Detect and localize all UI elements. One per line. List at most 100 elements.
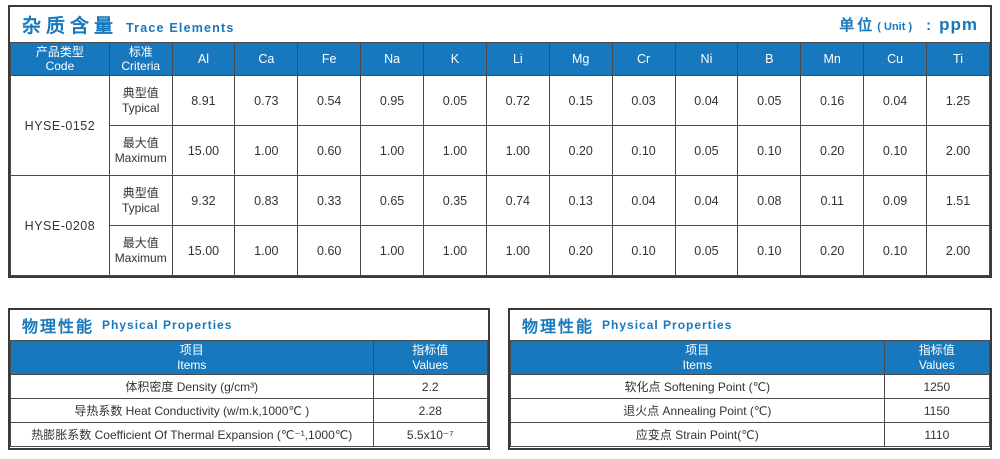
value-cell: 0.20 (800, 125, 865, 176)
property-row: 应变点 Strain Point(℃) 1110 (510, 422, 991, 447)
value-cell: 0.08 (737, 175, 802, 226)
value-cell: 0.16 (800, 75, 865, 126)
column-header-element: K (423, 42, 487, 76)
column-header-element: Na (360, 42, 425, 76)
value-cell: 0.72 (485, 75, 550, 126)
property-row: 热膨胀系数 Coefficient Of Thermal Expansion (… (10, 422, 489, 447)
unit-zh: 单位 (839, 17, 876, 34)
value-cell: 2.00 (926, 225, 990, 276)
property-row: 导热系数 Heat Conductivity (w/m.k,1000℃ ) 2.… (10, 398, 489, 423)
section-title-en: Physical Properties (602, 318, 733, 332)
property-value-cell: 5.5x10⁻⁷ (372, 422, 489, 447)
property-row: 体积密度 Density (g/cm³) 2.2 (10, 374, 489, 399)
section-title-en: Trace Elements (126, 21, 235, 35)
value-cell: 0.10 (737, 125, 802, 176)
value-cell: 0.73 (234, 75, 299, 126)
section-title-zh: 杂质含量 (22, 16, 119, 37)
value-cell: 0.10 (863, 125, 928, 176)
column-header-element: Ni (674, 42, 739, 76)
value-cell: 1.00 (485, 225, 550, 276)
value-cell: 15.00 (171, 225, 236, 276)
property-row: 软化点 Softening Point (℃) 1250 (510, 374, 991, 399)
value-cell: 0.20 (800, 225, 865, 276)
column-header-element: B (737, 42, 802, 76)
value-cell: 0.04 (611, 175, 676, 226)
unit-value: ppm (939, 15, 978, 34)
product-code-cell: HYSE-0152 (10, 75, 110, 176)
product-code-cell: HYSE-0208 (10, 175, 110, 276)
value-cell: 0.54 (297, 75, 362, 126)
property-item-cell: 导热系数 Heat Conductivity (w/m.k,1000℃ ) (10, 398, 374, 423)
table-row: 最大值 Maximum 15.00 1.00 0.60 1.00 1.00 1.0… (11, 125, 990, 176)
value-cell: 15.00 (171, 125, 236, 176)
property-value-cell: 1150 (883, 398, 991, 423)
section-title-zh: 物理性能 (522, 319, 595, 336)
value-cell: 0.04 (863, 75, 928, 126)
value-cell: 8.91 (171, 75, 236, 126)
section-title-en: Physical Properties (102, 318, 233, 332)
value-cell: 0.03 (611, 75, 676, 126)
value-cell: 0.09 (863, 175, 928, 226)
value-cell: 0.13 (548, 175, 613, 226)
value-cell: 0.10 (737, 225, 802, 276)
column-header-items: 项目 Items (510, 340, 885, 375)
property-value-cell: 2.2 (372, 374, 489, 399)
criteria-cell: 典型值 Typical (108, 75, 173, 126)
column-header-values: 指标值 Values (372, 340, 489, 375)
column-header-element: Mn (800, 42, 865, 76)
value-cell: 1.00 (234, 125, 299, 176)
value-cell: 2.00 (926, 125, 990, 176)
column-header-element: Cu (863, 42, 928, 76)
column-header-element: Cr (611, 42, 676, 76)
value-cell: 0.60 (297, 225, 362, 276)
physical-properties-right-section: 物理性能 Physical Properties 项目 Items 指标值 Valu… (508, 308, 992, 450)
value-cell: 1.00 (234, 225, 299, 276)
phys-left-header: 物理性能 Physical Properties (10, 310, 488, 340)
property-value-cell: 1250 (883, 374, 991, 399)
column-header-items: 项目 Items (10, 340, 374, 375)
property-value-cell: 2.28 (372, 398, 489, 423)
header-row: 项目 Items 指标值 Values (510, 340, 991, 375)
value-cell: 0.33 (297, 175, 362, 226)
value-cell: 0.05 (674, 225, 739, 276)
table-row: HYSE-0208 典型值 Typical 9.32 0.83 0.33 0.65… (10, 175, 990, 276)
value-cell: 1.51 (926, 175, 990, 226)
unit-label: 单位 ( Unit ) : ppm (839, 14, 978, 35)
value-cell: 0.20 (548, 125, 613, 176)
value-cell: 1.25 (926, 75, 990, 126)
value-cell: 1.00 (360, 225, 425, 276)
value-cell: 0.95 (360, 75, 425, 126)
value-cell: 1.00 (423, 125, 487, 176)
value-cell: 0.04 (674, 175, 739, 226)
property-item-cell: 热膨胀系数 Coefficient Of Thermal Expansion (… (10, 422, 374, 447)
value-cell: 0.11 (800, 175, 865, 226)
property-value-cell: 1110 (883, 422, 991, 447)
trace-section-header: 杂质含量 Trace Elements 单位 ( Unit ) : ppm (10, 7, 990, 42)
value-cell: 0.20 (548, 225, 613, 276)
property-item-cell: 体积密度 Density (g/cm³) (10, 374, 374, 399)
criteria-cell: 典型值 Typical (108, 175, 173, 226)
value-cell: 0.65 (360, 175, 425, 226)
phys-right-header: 物理性能 Physical Properties (510, 310, 990, 340)
column-header-code: 产品类型 Code (10, 42, 110, 76)
criteria-cell: 最大值 Maximum (108, 125, 173, 176)
header-row: 项目 Items 指标值 Values (10, 340, 489, 375)
property-item-cell: 软化点 Softening Point (℃) (510, 374, 885, 399)
value-cell: 0.04 (674, 75, 739, 126)
value-cell: 9.32 (171, 175, 236, 226)
value-cell: 1.00 (360, 125, 425, 176)
value-cell: 0.10 (611, 125, 676, 176)
value-cell: 0.35 (423, 175, 487, 226)
value-cell: 0.05 (737, 75, 802, 126)
trace-elements-table: 产品类型 Code 标准 Criteria Al Ca Fe Na K Li Mg … (10, 42, 990, 276)
column-header-element: Al (171, 42, 236, 76)
table-row: 最大值 Maximum 15.00 1.00 0.60 1.00 1.00 1.0… (11, 225, 990, 276)
column-header-element: Mg (548, 42, 613, 76)
value-cell: 0.60 (297, 125, 362, 176)
unit-colon: : (926, 17, 932, 34)
value-cell: 1.00 (485, 125, 550, 176)
value-cell: 0.10 (863, 225, 928, 276)
physical-properties-table: 项目 Items 指标值 Values 体积密度 Density (g/cm³) 2… (10, 340, 489, 447)
property-item-cell: 退火点 Annealing Point (℃) (510, 398, 885, 423)
header-row: 产品类型 Code 标准 Criteria Al Ca Fe Na K Li Mg … (10, 42, 990, 76)
